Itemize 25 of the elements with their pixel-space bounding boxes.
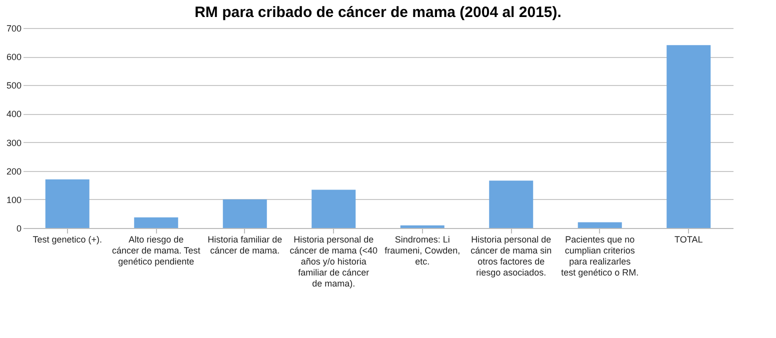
y-tick-label: 400 [6,109,22,120]
x-tick-label: Historia familiar de cáncer de mama. [208,234,282,256]
y-tick-label: 200 [6,166,22,176]
y-tick-label: 100 [6,194,22,205]
x-tick-label: TOTAL [674,234,703,244]
x-tick-label: Alto riesgo de cáncer de mama. Test genético pendiente [112,234,201,266]
bar [666,45,711,228]
x-tick-label: Sindromes: Li fraumeni, Cowden, etc. [384,234,460,266]
x-tick-label: Historia personal de cáncer de mama sin otros factores de riesgo asociados. [470,234,552,278]
bar [222,199,267,228]
x-tick-label: Test genetico (+). [32,234,102,244]
x-tick-label: Historia personal de cáncer de mama (<40 años y/o historia familiar de cáncer de mama). [290,234,378,288]
bar [489,180,534,228]
x-tick-label: Pacientes que no cumplian criterios para realizarles test genético o RM. [561,234,639,278]
bar [400,225,444,228]
y-tick-label: 600 [6,52,22,62]
bar [134,217,178,228]
bar [312,190,356,228]
bar [45,179,90,228]
bar [578,222,622,228]
y-tick-label: 500 [6,80,22,91]
y-tick-label: 300 [6,138,22,148]
chart-title: RM para cribado de cáncer de mama (2004 al 2015). [194,4,562,21]
y-tick-label: 0 [16,224,22,234]
y-tick-label: 700 [6,24,22,34]
